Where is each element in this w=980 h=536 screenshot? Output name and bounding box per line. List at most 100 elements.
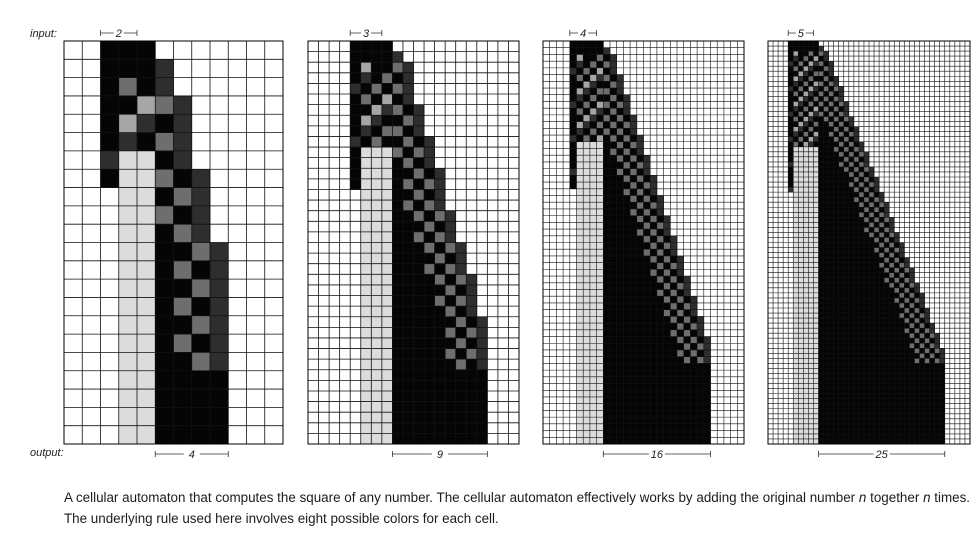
automaton-cell [833,96,839,102]
automaton-cell [616,101,624,109]
automaton-cell [833,302,839,309]
automaton-cell [818,121,824,127]
automaton-cell [788,121,794,127]
automaton-cell [803,41,809,47]
automaton-cell [828,333,834,339]
automaton-cell [643,370,651,378]
automaton-cell [889,257,895,263]
automaton-cell [798,46,804,52]
automaton-cell [894,262,900,268]
automaton-cell [402,136,414,148]
automaton-cell [576,329,584,337]
automaton-cell [173,187,193,207]
automaton-cell [853,136,860,143]
automaton-cell [623,255,631,263]
automaton-cell [838,101,845,107]
automaton-cell [616,215,624,223]
automaton-cell [884,227,890,233]
automaton-cell [838,323,845,329]
automaton-cell [838,297,845,304]
automaton-cell [603,161,611,169]
automaton-cell [818,433,824,440]
automaton-cell [879,383,885,389]
automaton-cell [434,306,446,318]
automaton-cell [589,423,597,431]
automaton-cell [818,413,824,420]
automaton-cell [858,328,865,334]
automaton-cell [838,287,845,294]
automaton-cell [858,353,865,359]
automaton-cell [793,166,799,173]
automaton-cell [853,272,860,279]
automaton-cell [381,274,393,286]
automaton-cell [402,147,414,158]
automaton-cell [596,208,604,216]
automaton-cell [610,437,617,445]
automaton-cell [589,390,597,398]
automaton-cell [863,323,870,329]
automaton-cell [589,222,597,230]
automaton-cell [919,408,925,415]
automaton-cell [894,358,900,364]
automaton-cell [803,197,809,203]
automaton-cell [630,417,638,425]
automaton-cell [596,128,604,136]
automaton-cell [677,316,684,324]
automaton-cell [798,111,804,117]
automaton-cell [583,168,591,176]
automaton-cell [623,396,631,404]
automaton-cell [583,141,591,149]
automaton-cell [858,282,865,289]
automaton-cell [803,161,809,168]
automaton-cell [843,313,850,319]
automaton-cell [924,403,930,410]
automaton-cell [838,232,845,238]
automaton-cell [636,363,644,371]
automaton-cell [793,313,799,319]
automaton-cell [869,227,875,233]
automaton-cell [803,318,809,324]
automaton-cell [623,215,631,223]
automaton-cell [934,388,940,394]
automaton-cell [853,338,860,344]
automaton-cell [603,302,611,310]
automaton-cell [424,168,435,180]
automaton-cell [100,95,120,115]
automaton-cell [650,262,658,270]
automaton-cell [210,370,229,390]
automaton-cell [636,276,644,284]
automaton-cell [853,262,860,268]
automaton-cell [838,333,845,339]
automaton-cell [914,343,920,349]
automaton-cell [690,309,698,317]
automaton-cell [813,51,819,57]
automaton-cell [808,418,814,425]
automaton-cell [616,128,624,136]
automaton-cell [858,302,865,309]
automaton-cell [828,363,834,369]
automaton-cell [445,231,456,243]
automaton-cell [670,390,678,398]
automaton-cell [616,363,624,371]
automaton-cell [808,408,814,415]
automaton-cell [914,363,920,369]
automaton-cell [904,398,910,404]
automaton-cell [623,437,631,445]
automaton-cell [808,106,814,112]
automaton-cell [803,242,809,248]
automaton-cell [813,418,819,425]
automaton-cell [813,126,819,132]
automaton-cell [371,380,383,392]
automaton-cell [828,302,834,309]
automaton-cell [576,88,584,96]
automaton-cell [813,192,819,198]
automaton-cell [904,408,910,415]
automaton-cell [589,302,597,310]
automaton-cell [616,437,624,445]
automaton-cell [603,242,611,250]
automaton-cell [656,195,664,203]
automaton-cell [924,393,930,399]
automaton-cell [630,323,638,331]
automaton-cell [803,393,809,399]
automaton-cell [100,41,120,60]
